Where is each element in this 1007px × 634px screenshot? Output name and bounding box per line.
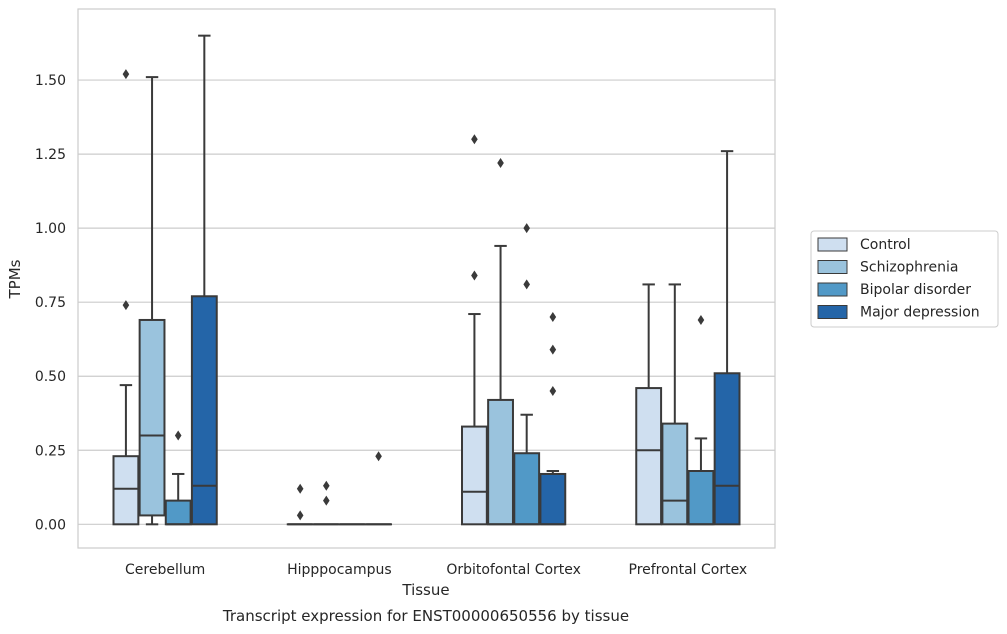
y-tick-label: 0.25 (35, 443, 66, 459)
y-axis-label: TPMs (6, 259, 24, 299)
legend-item: Schizophrenia (817, 260, 958, 276)
y-tick-label: 1.50 (35, 73, 66, 89)
box-iqr (190, 295, 218, 526)
box-series (112, 34, 741, 526)
box-element (365, 451, 392, 526)
box-element (190, 34, 218, 526)
x-tick-label: Cerebellum (125, 562, 205, 578)
box-element (687, 314, 715, 526)
outlier-point (523, 279, 530, 290)
legend-label: Bipolar disorder (860, 282, 971, 298)
outlier-point (549, 386, 557, 397)
legend-swatch (817, 282, 848, 297)
box-iqr (539, 472, 567, 526)
outlier-point (523, 223, 530, 234)
box-iqr (487, 398, 514, 526)
box-iqr (635, 387, 663, 526)
outlier-point (471, 134, 478, 145)
box-element (286, 483, 314, 526)
y-tick-label: 1.00 (35, 221, 66, 237)
outlier-point (174, 430, 182, 441)
legend-swatch (817, 260, 848, 274)
box-iqr (713, 372, 741, 526)
x-axis-ticks: Cerebellum Hipppocampus Orbitofontal Corte… (125, 562, 747, 578)
legend-label: Control (860, 237, 911, 253)
series-control (112, 69, 663, 526)
legend: Control Schizophrenia Bipolar disorder Majo… (810, 230, 999, 328)
x-tick-label: Prefrontal Cortex (629, 562, 748, 578)
outlier-point (323, 480, 330, 491)
legend-items: Control Schizophrenia Bipolar disorder Majo… (817, 237, 980, 321)
outlier-point (549, 344, 557, 355)
outlier-point (471, 270, 478, 281)
box-element (312, 480, 340, 526)
outlier-point (323, 495, 330, 506)
box-element (713, 150, 741, 526)
legend-item: Control (817, 237, 911, 253)
box-element (138, 76, 166, 526)
series-bipolar-disorder (164, 223, 715, 526)
legend-frame (810, 230, 999, 328)
legend-label: Major depression (860, 305, 980, 321)
outlier-point (375, 451, 382, 462)
legend-swatch (817, 237, 848, 252)
box-element (112, 69, 140, 526)
x-tick-label: Orbitofontal Cortex (446, 562, 581, 578)
x-tick-label: Hipppocampus (287, 562, 392, 578)
box-element (487, 158, 514, 526)
box-element (539, 312, 567, 526)
box-iqr (461, 425, 488, 526)
outlier-point (296, 483, 304, 494)
box-iqr (687, 470, 715, 526)
y-tick-label: 0.00 (35, 517, 66, 533)
outlier-point (122, 69, 130, 80)
box-iqr (661, 422, 689, 526)
outlier-point (296, 510, 304, 521)
outlier-point (549, 312, 557, 322)
plot-area-frame (77, 8, 776, 549)
box-element (164, 430, 192, 526)
y-axis-ticks: 0.00 0.25 0.50 0.75 1.00 1.25 1.50 (35, 73, 66, 533)
y-tick-label: 1.25 (35, 147, 66, 163)
outlier-point (497, 158, 504, 168)
box-element (635, 283, 663, 526)
legend-item: Major depression (817, 305, 980, 321)
outlier-point (697, 314, 705, 325)
chart-caption: Transcript expression for ENST0000065055… (222, 607, 629, 625)
legend-label: Schizophrenia (860, 260, 958, 276)
box-iqr (138, 318, 166, 517)
y-tick-label: 0.75 (35, 295, 66, 311)
x-axis-label: Tissue (401, 581, 449, 599)
box-element (513, 223, 541, 526)
series-schizophrenia (138, 76, 689, 526)
box-element (461, 134, 488, 526)
legend-swatch (817, 305, 848, 319)
box-iqr (513, 452, 541, 526)
series-major-depression (190, 34, 741, 526)
outlier-point (122, 300, 130, 311)
box-iqr (164, 499, 192, 526)
box-iqr (112, 455, 140, 526)
legend-item: Bipolar disorder (817, 282, 971, 298)
y-tick-label: 0.50 (35, 369, 66, 385)
box-element (661, 283, 689, 526)
